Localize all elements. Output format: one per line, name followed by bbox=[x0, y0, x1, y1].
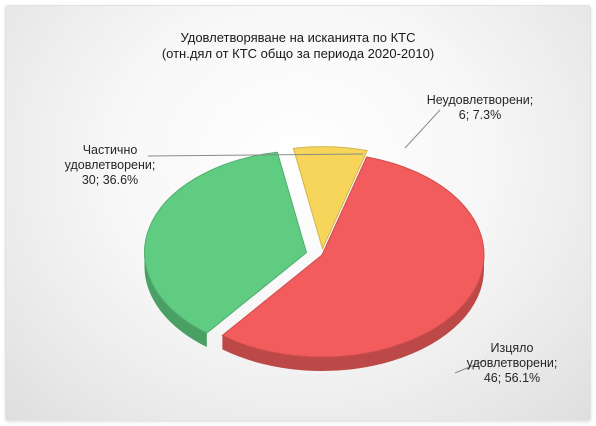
chart-title: Удовлетворяване на исканията по КТС bbox=[180, 30, 416, 45]
slice-side-1 bbox=[144, 252, 207, 348]
pie-slice-1 bbox=[143, 151, 308, 334]
leader-line-2 bbox=[404, 109, 441, 149]
pie-slice-2 bbox=[292, 146, 368, 251]
slice-label-2-line-1: 6; 7.3% bbox=[459, 108, 501, 122]
chart-subtitle: (отн.дял от КТС общо за периода 2020-201… bbox=[161, 46, 435, 61]
slice-side-0 bbox=[222, 255, 484, 372]
pie-slice-0 bbox=[221, 156, 485, 358]
slice-label-1-line-2: 30; 36.6% bbox=[82, 173, 138, 187]
leader-line-0 bbox=[454, 359, 487, 374]
slice-label-0-line-2: 46; 56.1% bbox=[484, 371, 540, 385]
slice-label-2-line-0: Неудовлетворени; bbox=[427, 93, 534, 107]
slice-label-1-line-1: удовлетворени; bbox=[65, 158, 156, 172]
slice-label-0-line-1: удовлетворени; bbox=[467, 356, 558, 370]
leader-line-1 bbox=[147, 153, 364, 157]
slice-label-1-line-0: Частично bbox=[83, 143, 138, 157]
slice-label-0-line-0: Изцяло bbox=[490, 341, 533, 355]
